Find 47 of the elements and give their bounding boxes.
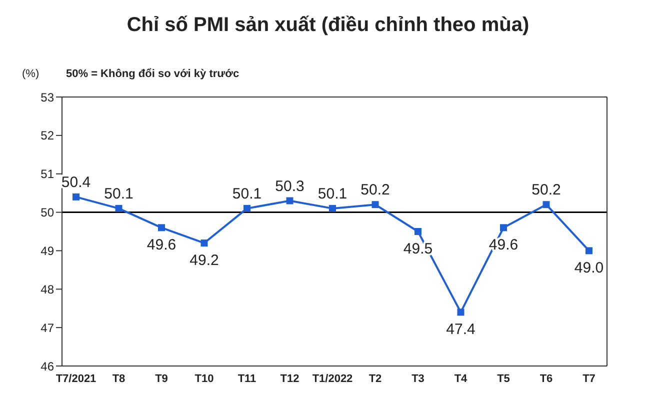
text: 50% = Không đổi so với kỳ trước bbox=[66, 68, 240, 80]
y-tick-label: 49 bbox=[40, 244, 54, 258]
point bbox=[158, 224, 165, 232]
x-tick-label: T12 bbox=[280, 372, 300, 385]
x-tick-label: T10 bbox=[194, 372, 214, 385]
y-tick-label: 47 bbox=[40, 320, 54, 335]
point bbox=[329, 204, 336, 212]
data-label: 50.2 bbox=[360, 182, 390, 199]
data-label: 50.1 bbox=[104, 185, 134, 202]
point bbox=[414, 228, 422, 235]
point bbox=[500, 224, 507, 232]
point bbox=[586, 247, 592, 254]
x-tick-label: T3 bbox=[412, 372, 424, 385]
data-label: 49.6 bbox=[146, 236, 176, 254]
data-label: 50.2 bbox=[532, 182, 561, 199]
y-tick-label: 53 bbox=[40, 90, 54, 104]
x-tick-label: T4 bbox=[454, 372, 468, 385]
y-tick-label: 51 bbox=[40, 167, 54, 182]
point bbox=[372, 201, 379, 208]
x-tick-label: T9 bbox=[155, 372, 168, 385]
x-tick-label: T8 bbox=[112, 372, 126, 385]
point bbox=[542, 201, 550, 208]
x-tick-label: T5 bbox=[497, 372, 510, 385]
point bbox=[244, 204, 250, 212]
point bbox=[457, 308, 464, 316]
chart-title: Chỉ số PMI sản xuất (điều chỉnh theo mùa) bbox=[126, 14, 530, 37]
point bbox=[115, 204, 122, 212]
data-label: 47.4 bbox=[446, 321, 476, 338]
x-tick-label: T7 bbox=[582, 372, 596, 385]
y-tick-label: 52 bbox=[40, 128, 54, 143]
x-tick-label: T7/2021 bbox=[56, 372, 96, 385]
y-tick-label: 50 bbox=[40, 206, 54, 220]
point bbox=[286, 197, 294, 204]
data-label: 50.3 bbox=[275, 178, 304, 195]
data-label: 49.0 bbox=[574, 260, 604, 277]
data-label: 49.2 bbox=[190, 252, 219, 270]
point bbox=[200, 240, 208, 247]
y-tick-label: 48 bbox=[40, 282, 54, 296]
y-axis-title: (%) bbox=[22, 68, 40, 80]
x-tick-label: T1/2022 bbox=[312, 372, 353, 385]
y-tick-label: 46 bbox=[40, 359, 54, 374]
data-label: 50.1 bbox=[232, 185, 262, 202]
x-tick-label: T11 bbox=[238, 372, 256, 385]
point bbox=[72, 193, 80, 200]
x-tick-label: T6 bbox=[540, 372, 553, 385]
data-label: 50.1 bbox=[318, 185, 348, 202]
x-tick-label: T2 bbox=[368, 372, 382, 385]
